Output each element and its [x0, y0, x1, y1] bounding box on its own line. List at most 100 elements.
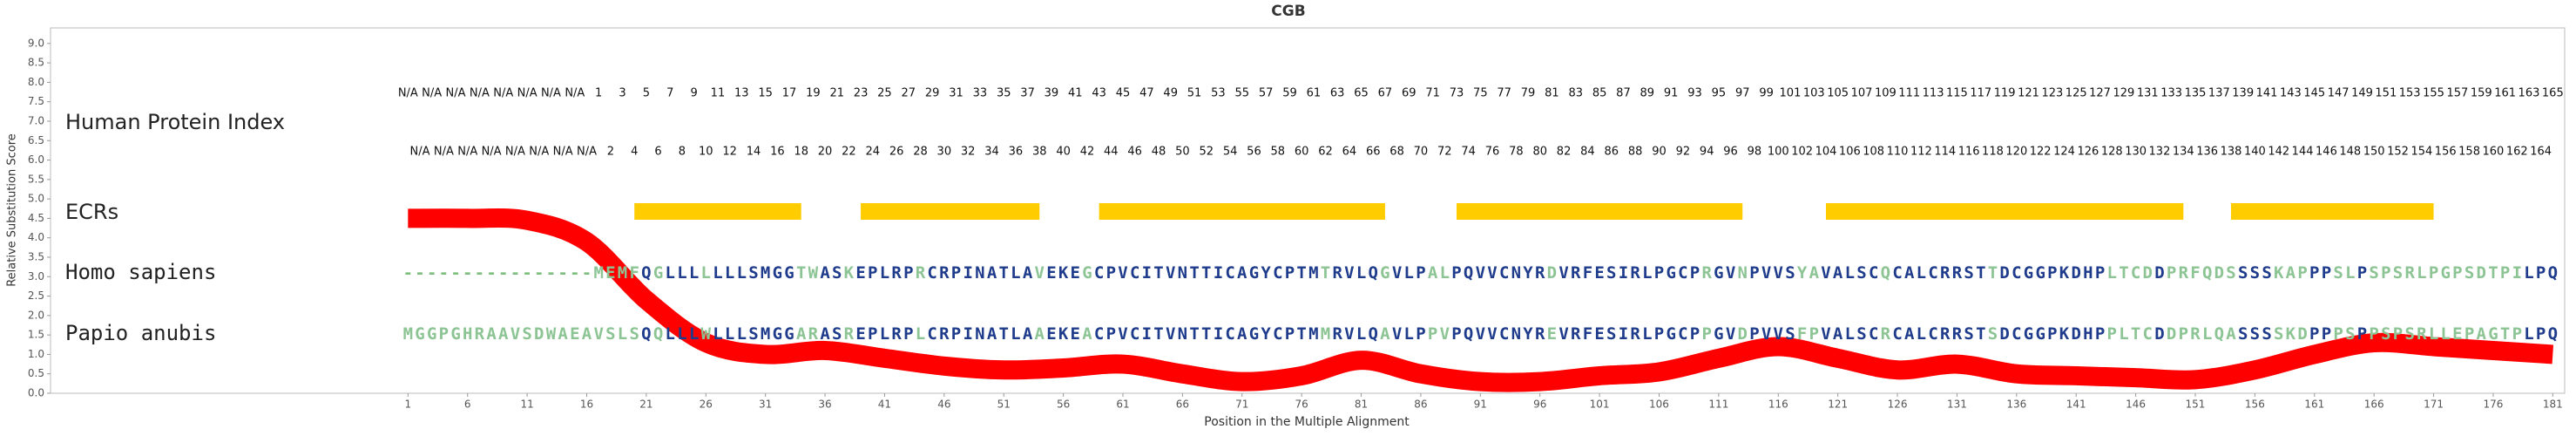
residue: Q	[2548, 324, 2558, 344]
protein-index-label: 93	[1687, 87, 1702, 100]
residue: D	[2154, 324, 2164, 344]
residue: D	[2477, 263, 2486, 283]
residue: L	[2417, 263, 2426, 283]
residue: P	[2322, 324, 2331, 344]
residue: P	[1285, 263, 1295, 283]
residue: C	[1225, 324, 1234, 344]
residue: C	[1678, 324, 1687, 344]
residue: V	[1344, 263, 1354, 283]
residue: G	[784, 263, 794, 283]
residue: -	[439, 263, 449, 283]
protein-index-label: 112	[1910, 146, 1932, 159]
residue: E	[1071, 324, 1080, 344]
residue: V	[1487, 324, 1497, 344]
residue: R	[2190, 324, 2201, 344]
residue: L	[725, 263, 734, 283]
residue: H	[2083, 263, 2093, 283]
y-tick-label: 4.5	[28, 212, 44, 224]
residue: E	[570, 324, 579, 344]
residue: P	[2322, 263, 2331, 283]
residue: L	[2429, 324, 2438, 344]
residue: R	[1571, 324, 1581, 344]
x-tick-label: 71	[1235, 399, 1248, 411]
residue: R	[1881, 324, 1891, 344]
residue: G	[1714, 263, 1723, 283]
residue: E	[1547, 324, 1557, 344]
residue: T	[1201, 324, 1211, 344]
protein-index-label: 1	[595, 87, 602, 100]
residue: V	[1392, 263, 1402, 283]
residue: S	[748, 324, 758, 344]
x-axis-title: Position in the Multiple Alignment	[1204, 415, 1410, 429]
residue: V	[1487, 263, 1497, 283]
residue: C	[1869, 263, 1878, 283]
protein-index-label: 31	[949, 87, 963, 100]
protein-index-label: N/A	[446, 87, 466, 100]
protein-index-label: 108	[1863, 146, 1884, 159]
ecr-bar	[1456, 203, 1743, 220]
residue: -	[403, 263, 413, 283]
residue: R	[1630, 263, 1640, 283]
residue: N	[1511, 324, 1521, 344]
residue: V	[1761, 324, 1771, 344]
residue: N	[1511, 263, 1521, 283]
residue: L	[2345, 263, 2355, 283]
residue: L	[1356, 324, 1366, 344]
protein-index-label: 11	[711, 87, 726, 100]
residue: S	[1606, 324, 1616, 344]
residue: K	[2059, 324, 2070, 344]
residue: S	[2274, 324, 2283, 344]
residue: Q	[2214, 324, 2224, 344]
species-label: Papio anubis	[65, 321, 216, 345]
protein-index-label: 44	[1104, 146, 1119, 159]
protein-index-label: 141	[2256, 87, 2278, 100]
x-tick-label: 11	[520, 399, 533, 411]
protein-index-label: N/A	[457, 146, 477, 159]
residue: P	[1654, 263, 1664, 283]
ecr-bar	[1099, 203, 1385, 220]
residue: A	[558, 324, 568, 344]
protein-index-label: 162	[2506, 146, 2528, 159]
residue: -	[522, 263, 531, 283]
protein-index-label: 148	[2339, 146, 2361, 159]
residue: -	[558, 263, 567, 283]
residue: P	[903, 263, 913, 283]
residue: P	[2536, 324, 2546, 344]
protein-index-label: 26	[889, 146, 904, 159]
residue: L	[689, 263, 699, 283]
residue: P	[2179, 324, 2188, 344]
protein-index-label: 117	[1970, 87, 1991, 100]
residue: G	[2488, 324, 2498, 344]
x-tick-label: 41	[878, 399, 891, 411]
residue: R	[2404, 263, 2415, 283]
protein-index-label: 102	[1791, 146, 1813, 159]
residue: E	[605, 263, 615, 283]
residue: D	[2167, 324, 2176, 344]
residue: L	[2524, 324, 2533, 344]
residue: V	[1726, 263, 1735, 283]
residue: P	[2297, 263, 2307, 283]
residue: A	[1082, 324, 1092, 344]
residue: P	[2452, 263, 2462, 283]
protein-index-label: 56	[1247, 146, 1261, 159]
protein-index-label: 152	[2387, 146, 2409, 159]
protein-index-label: 35	[997, 87, 1011, 100]
residue: V	[1821, 263, 1830, 283]
protein-index-label: 138	[2221, 146, 2242, 159]
residue: S	[832, 263, 842, 283]
residue: A	[1237, 324, 1247, 344]
residue: Q	[1464, 324, 1473, 344]
protein-index-label: 49	[1163, 87, 1178, 100]
protein-index-label: N/A	[529, 146, 549, 159]
residue: P	[1809, 324, 1819, 344]
residue: P	[1416, 324, 1425, 344]
residue: N	[975, 263, 984, 283]
residue: L	[1404, 263, 1414, 283]
x-tick-label: 6	[464, 399, 471, 411]
residue: K	[1058, 324, 1069, 344]
residue: T	[1976, 324, 1985, 344]
residue: P	[2369, 324, 2378, 344]
x-tick-label: 1	[405, 399, 412, 411]
y-tick-label: 7.0	[28, 114, 44, 126]
residue: L	[737, 263, 747, 283]
